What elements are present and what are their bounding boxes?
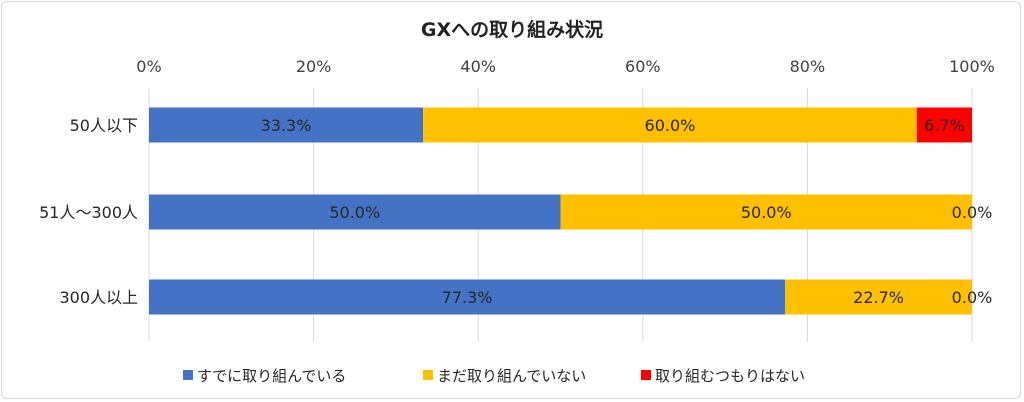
bar-segment — [149, 194, 561, 230]
legend-label: まだ取り組んでいない — [437, 367, 586, 385]
data-label: 60.0% — [645, 116, 696, 135]
x-tick-label: 20% — [296, 57, 332, 76]
bar-segment — [423, 107, 917, 143]
data-label: 0.0% — [952, 203, 993, 222]
legend-swatch — [423, 370, 433, 380]
y-axis-categories: 50人以下 51人～300人 300人以上 — [39, 116, 138, 307]
bars — [149, 107, 972, 315]
data-labels: 33.3% 60.0% 6.7% 50.0% 50.0% 0.0% 77.3% 22.7% 0.… — [261, 116, 993, 307]
bar-segment — [560, 194, 972, 230]
legend-label: すでに取り組んでいる — [197, 367, 346, 385]
legend: すでに取り組んでいる まだ取り組んでいない 取り組むつもりはない — [183, 367, 805, 385]
category-label: 50人以下 — [70, 116, 138, 135]
bar-segment — [785, 279, 972, 315]
data-label: 77.3% — [442, 288, 493, 307]
category-label: 300人以上 — [59, 288, 138, 307]
legend-label: 取り組むつもりはない — [655, 367, 805, 385]
bar-segment — [149, 107, 424, 143]
x-tick-label: 40% — [460, 57, 496, 76]
data-label: 50.0% — [741, 203, 792, 222]
data-label: 50.0% — [329, 203, 380, 222]
data-label: 0.0% — [952, 288, 993, 307]
x-tick-label: 100% — [949, 57, 995, 76]
x-tick-label: 80% — [790, 57, 826, 76]
x-axis-ticks: 0% 20% 40% 60% 80% 100% — [136, 57, 995, 76]
legend-swatch — [641, 370, 651, 380]
bar-segment — [149, 279, 786, 315]
data-label: 6.7% — [924, 116, 965, 135]
bar-segment — [916, 107, 972, 143]
x-tick-label: 0% — [136, 57, 161, 76]
data-label: 33.3% — [261, 116, 312, 135]
category-label: 51人～300人 — [39, 203, 138, 222]
data-label: 22.7% — [853, 288, 904, 307]
chart-title: GXへの取り組み状況 — [421, 18, 603, 41]
x-tick-label: 60% — [625, 57, 661, 76]
legend-swatch — [183, 370, 193, 380]
